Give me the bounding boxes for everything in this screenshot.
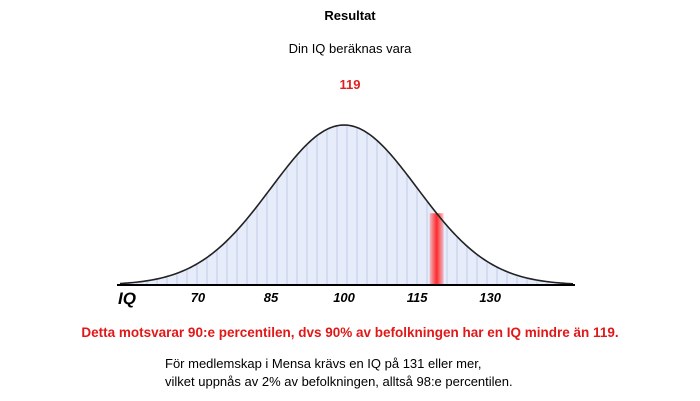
x-tick-label: 115 [407, 290, 428, 305]
iq-score: 119 [339, 77, 361, 92]
percentile-text: Detta motsvarar 90:e percentilen, dvs 90… [81, 325, 619, 340]
result-title: Resultat [324, 8, 376, 23]
iq-score-marker [429, 213, 444, 285]
curve-layer [117, 124, 575, 286]
x-tick-label: 130 [479, 290, 501, 305]
result-subtitle: Din IQ beräknas vara [288, 41, 412, 56]
tick-layer: 70 85 100 115 130 [191, 290, 502, 305]
x-tick-label: 100 [333, 290, 355, 305]
mensa-info-line-1: För medlemskap i Mensa krävs en IQ på 13… [165, 356, 482, 371]
mensa-info: För medlemskap i Mensa krävs en IQ på 13… [165, 355, 513, 391]
mensa-info-line-2: vilket uppnås av 2% av befolkningen, all… [165, 374, 513, 389]
x-tick-label: 85 [264, 290, 279, 305]
distribution-curve [119, 124, 574, 285]
x-tick-label: 70 [191, 290, 206, 305]
iq-distribution-chart: 70 85 100 115 130 IQ [117, 124, 575, 308]
x-axis-label: IQ [118, 289, 136, 308]
